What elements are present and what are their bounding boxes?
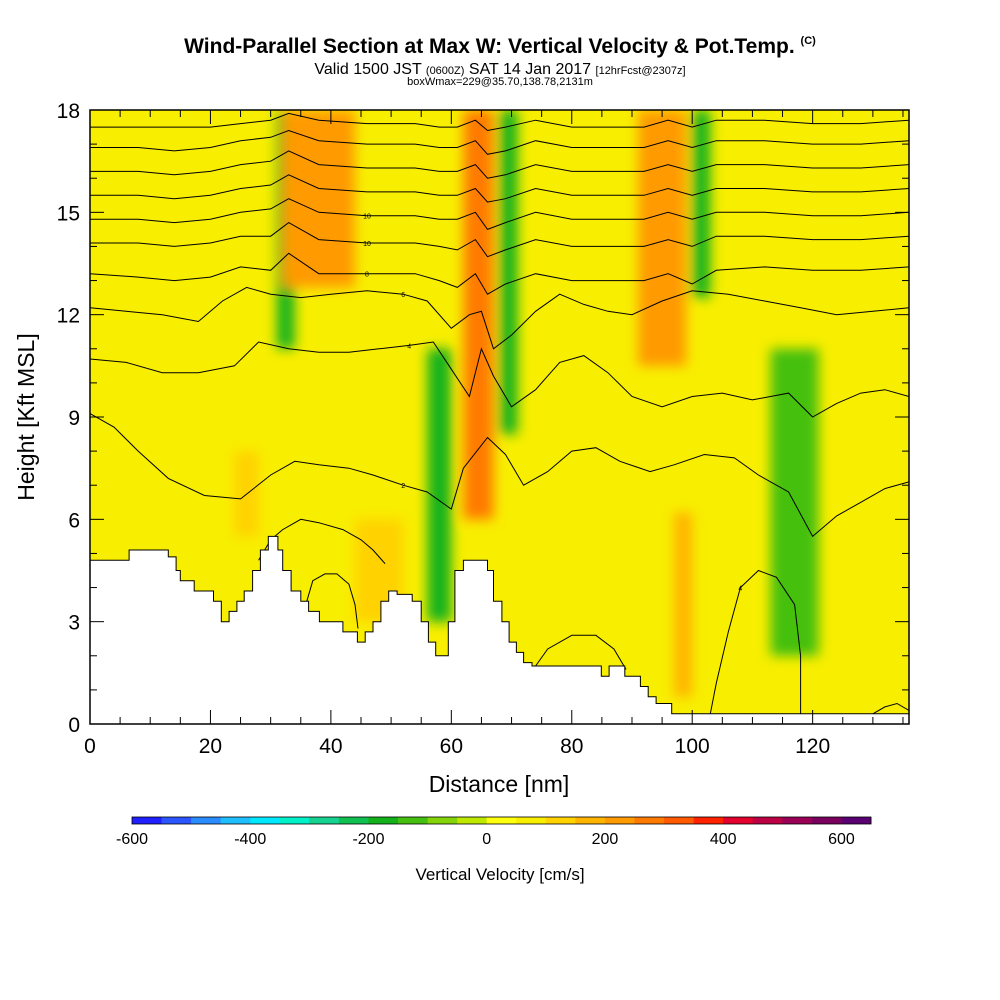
- axes: 0 3 6 9 12 15 18 0 20 40 60 80 100 120: [57, 100, 909, 758]
- valid-prefix: Valid 1500 JST: [314, 61, 422, 78]
- downdraft-band-3: [499, 110, 518, 435]
- colorbar-swatch: [427, 817, 458, 824]
- theta-contour-12: [90, 174, 909, 203]
- colorbar-swatch: [161, 817, 192, 824]
- colorbar-swatch: [368, 817, 399, 824]
- theta-contour-7: [872, 702, 909, 715]
- box-info: boxWmax=229@35.70,138.78,2131m: [407, 76, 593, 88]
- contour-label-11: 10: [363, 214, 371, 221]
- colorbar-tick-label: -600: [116, 831, 148, 848]
- x-tick-label: 60: [440, 735, 463, 758]
- contour-label-8: 6: [401, 292, 405, 299]
- colorbar-swatch: [545, 817, 576, 824]
- contour-label-2: 2: [401, 483, 405, 490]
- colorbar-swatch: [693, 817, 724, 824]
- y-axis-label: Height [Kft MSL]: [13, 333, 39, 500]
- theta-contour-6: [709, 569, 802, 714]
- theta-contour-14: [90, 129, 909, 155]
- colorbar-swatch: [191, 817, 222, 824]
- copyright-mark: (C): [800, 35, 816, 47]
- y-tick-label: 6: [68, 509, 80, 532]
- colorbar-swatch: [664, 817, 695, 824]
- theta-contour-13: [90, 150, 909, 179]
- colorbar-swatch: [604, 817, 635, 824]
- terrain-mask: [89, 535, 910, 725]
- colorbar-swatch: [457, 817, 488, 824]
- colorbar: -600 -400 -200 0 200 400 600: [116, 816, 872, 848]
- colorbar-swatch: [132, 817, 162, 824]
- colorbar-swatch: [398, 817, 428, 824]
- y-tick-label: 0: [68, 714, 80, 737]
- colorbar-swatch: [516, 817, 547, 824]
- colorbar-swatch: [338, 817, 369, 824]
- theta-contour-10: [90, 222, 909, 258]
- theta-contour-5: [535, 634, 627, 670]
- colorbar-tick-label: 0: [482, 831, 491, 848]
- theta-contour-1: [90, 341, 909, 418]
- colorbar-swatch: [220, 817, 251, 824]
- colorbar-swatch: [309, 817, 340, 824]
- forecast-info: [12hrFcst@2307z]: [595, 65, 686, 77]
- downdraft-band-2: [427, 348, 452, 622]
- colorbar-swatch: [250, 817, 281, 824]
- x-tick-label: 20: [199, 735, 222, 758]
- theta-contour-2: [90, 413, 909, 538]
- x-tick-label: 100: [675, 735, 710, 758]
- x-tick-label: 80: [560, 735, 583, 758]
- y-tick-label: 15: [57, 202, 80, 225]
- colorbar-swatch: [279, 817, 310, 824]
- x-tick-label: 40: [319, 735, 342, 758]
- downdraft-band-4: [692, 110, 711, 298]
- colorbar-tick-label: 600: [828, 831, 855, 848]
- valid-date: SAT 14 Jan 2017: [468, 61, 592, 78]
- colorbar-swatch: [486, 817, 517, 824]
- colorbar-tick-label: -400: [234, 831, 266, 848]
- colorbar-label: Vertical Velocity [cm/s]: [415, 865, 584, 884]
- title-text: Wind-Parallel Section at Max W: Vertical…: [184, 35, 795, 58]
- colorbar-tick-label: -200: [352, 831, 384, 848]
- colorbar-swatch: [841, 817, 872, 824]
- contour-label-1: 4: [407, 343, 411, 350]
- y-tick-label: 12: [57, 305, 80, 328]
- colorbar-swatch: [723, 817, 754, 824]
- theta-contour-11: [90, 198, 909, 231]
- updraft-band-4: [674, 512, 693, 697]
- theta-contour-9: [90, 252, 909, 295]
- colorbar-frame: [131, 816, 872, 825]
- contour-label-6: 4: [738, 586, 742, 593]
- valid-utc: (0600Z): [425, 65, 465, 77]
- y-tick-label: 3: [68, 612, 80, 635]
- theta-contours: 4 2 4 6 8 10 10: [90, 112, 909, 715]
- updraft-band-3: [638, 110, 687, 366]
- terrain: [89, 535, 910, 725]
- colorbar-swatch: [634, 817, 665, 824]
- colorbar-swatch: [752, 817, 783, 824]
- chart-title: Wind-Parallel Section at Max W: Vertical…: [0, 35, 1000, 59]
- theta-contour-15: [90, 112, 909, 132]
- x-tick-label: 120: [795, 735, 830, 758]
- y-tick-label: 18: [57, 100, 80, 123]
- x-axis-label: Distance [nm]: [429, 771, 570, 797]
- colorbar-swatch: [782, 817, 813, 824]
- updraft-band-1: [282, 110, 355, 288]
- y-tick-label: 9: [68, 407, 80, 430]
- updraft-band-2: [463, 110, 494, 520]
- contour-label-10: 10: [363, 241, 371, 248]
- colorbar-tick-label: 200: [592, 831, 619, 848]
- valid-time-line: Valid 1500 JST (0600Z) SAT 14 Jan 2017 […: [0, 61, 1000, 79]
- theta-contour-8: [90, 286, 909, 350]
- theta-contour-4: [306, 573, 359, 629]
- contour-label-9: 8: [365, 272, 369, 279]
- colorbar-swatch: [575, 817, 606, 824]
- colorbar-swatch: [811, 817, 842, 824]
- colorbar-tick-label: 400: [710, 831, 737, 848]
- x-tick-label: 0: [84, 735, 96, 758]
